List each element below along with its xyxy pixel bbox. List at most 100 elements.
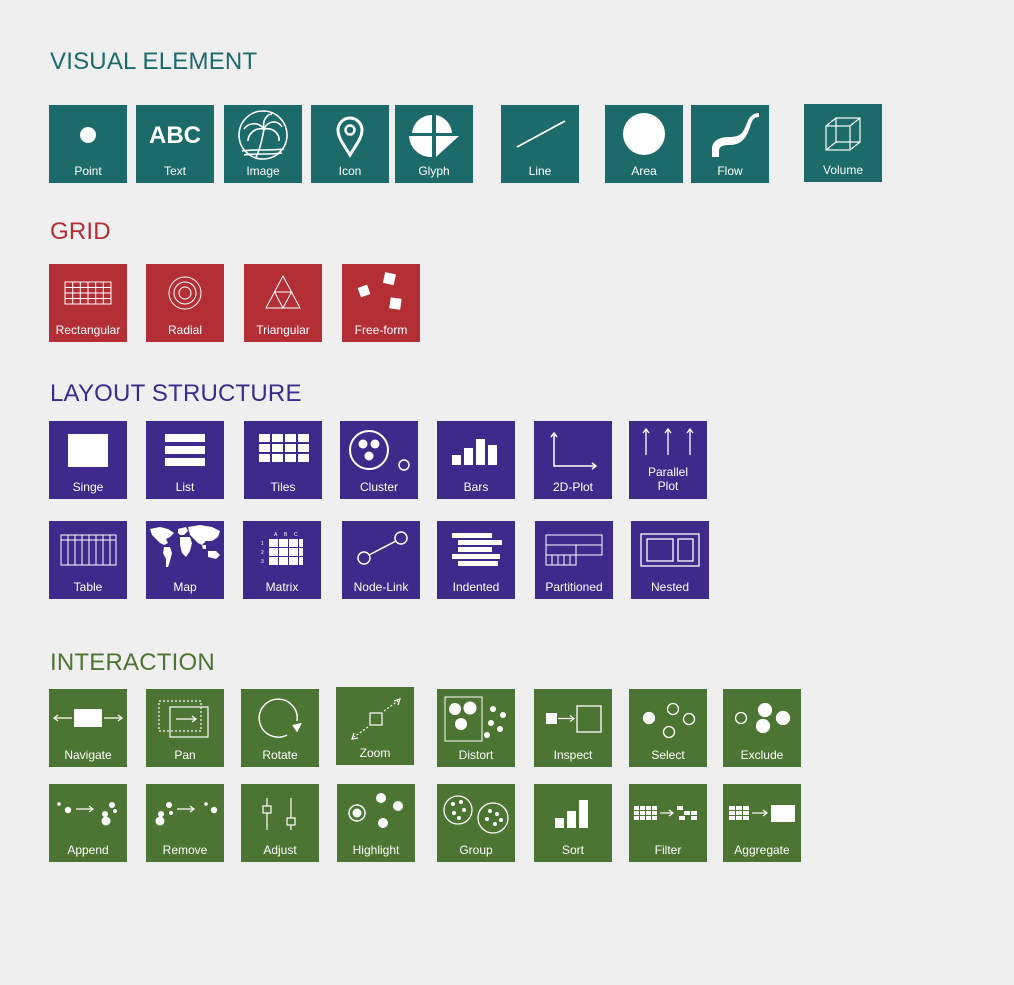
tile-label: Sort: [561, 843, 584, 857]
tile-pan[interactable]: Pan: [146, 689, 224, 767]
area-circle-icon: [623, 113, 665, 155]
tile-volume[interactable]: Volume: [804, 104, 882, 182]
tile-select[interactable]: Select: [629, 689, 707, 767]
tile-label: Flow: [717, 164, 743, 178]
tile-label: Glyph: [418, 164, 450, 178]
matrix-col-b: B: [284, 532, 288, 538]
tile-label: Highlight: [352, 843, 400, 857]
rect-grid-icon: [64, 281, 112, 305]
matrix-col-c: C: [294, 532, 298, 538]
tile-label: Cluster: [359, 480, 398, 494]
tile-bars[interactable]: Bars: [437, 421, 515, 499]
tile-label: Bars: [463, 480, 489, 494]
remove-icon: [155, 802, 218, 826]
tile-rotate[interactable]: Rotate: [241, 689, 319, 767]
tile-flow[interactable]: Flow: [691, 105, 769, 183]
tile-image[interactable]: Image: [224, 105, 302, 183]
node-link-icon: [357, 531, 408, 565]
tile-cluster[interactable]: Cluster: [340, 421, 418, 499]
tile-label: Image: [246, 164, 280, 178]
group-icon: [443, 795, 509, 834]
section-title-grid: GRID: [50, 218, 111, 245]
tile-append[interactable]: Append: [49, 784, 127, 862]
tile-label: Adjust: [263, 843, 297, 857]
tile-rectangular[interactable]: Rectangular: [49, 264, 127, 342]
tile-group[interactable]: Group: [437, 784, 515, 862]
tile-remove[interactable]: Remove: [146, 784, 224, 862]
tile-table[interactable]: Table: [49, 521, 127, 599]
select-icon: [642, 702, 696, 739]
tile-line[interactable]: Line: [501, 105, 579, 183]
cluster-icon: [349, 430, 410, 471]
pan-icon: [158, 700, 209, 738]
tile-distort[interactable]: Distort: [437, 689, 515, 767]
tile-adjust[interactable]: Adjust: [241, 784, 319, 862]
tile-glyph[interactable]: Glyph: [395, 105, 473, 183]
tile-free-form[interactable]: Free-form: [342, 264, 420, 342]
tile-partitioned[interactable]: Partitioned: [535, 521, 613, 599]
tile-parallel-plot[interactable]: Parallel Plot: [629, 421, 707, 499]
section-title-interaction: INTERACTION: [50, 649, 215, 676]
radial-grid-icon: [168, 276, 202, 310]
tile-singe[interactable]: Singe: [49, 421, 127, 499]
matrix-row-1: 1: [261, 541, 264, 547]
tile-triangular[interactable]: Triangular: [244, 264, 322, 342]
tile-label: Line: [528, 164, 552, 178]
line-icon: [516, 120, 566, 148]
single-rect-icon: [68, 434, 108, 467]
triangular-grid-icon: [265, 274, 301, 310]
tile-label: Filter: [654, 843, 682, 857]
tile-exclude[interactable]: Exclude: [723, 689, 801, 767]
tile-label: Icon: [338, 164, 362, 178]
tile-label: Aggregate: [734, 843, 790, 857]
filter-icon: [634, 806, 697, 820]
tile-2d-plot[interactable]: 2D-Plot: [534, 421, 612, 499]
partitioned-icon: [545, 534, 603, 566]
distort-icon: [444, 696, 506, 742]
tile-label: Table: [73, 580, 103, 594]
tile-icon[interactable]: Icon: [311, 105, 389, 183]
tile-label: Inspect: [553, 748, 593, 762]
tile-node-link[interactable]: Node-Link: [342, 521, 420, 599]
tile-nested[interactable]: Nested: [631, 521, 709, 599]
tile-map[interactable]: Map: [146, 521, 224, 599]
tile-area[interactable]: Area: [605, 105, 683, 183]
list-icon: [165, 434, 205, 466]
tile-label: Radial: [167, 323, 203, 337]
tile-label: Area: [631, 164, 657, 178]
tile-label: Group: [459, 843, 493, 857]
tile-text[interactable]: ABC Text: [136, 105, 214, 183]
tile-label: Point: [74, 164, 102, 178]
tile-label: Pan: [174, 748, 196, 762]
tile-list[interactable]: List: [146, 421, 224, 499]
tile-highlight[interactable]: Highlight: [337, 784, 415, 862]
world-map-icon: [150, 525, 220, 567]
nested-icon: [640, 533, 700, 567]
tile-inspect[interactable]: Inspect: [534, 689, 612, 767]
highlight-icon: [348, 793, 403, 828]
section-title-visual-element: VISUAL ELEMENT: [50, 48, 258, 75]
tile-sort[interactable]: Sort: [534, 784, 612, 862]
tile-label: Navigate: [64, 748, 112, 762]
tile-navigate[interactable]: Navigate: [49, 689, 127, 767]
navigate-icon: [53, 709, 123, 727]
tile-point[interactable]: Point: [49, 105, 127, 183]
matrix-row-2: 2: [261, 550, 264, 556]
table-icon: [60, 534, 117, 566]
tile-label: Map: [173, 580, 197, 594]
tile-radial[interactable]: Radial: [146, 264, 224, 342]
tile-indented[interactable]: Indented: [437, 521, 515, 599]
tile-label: Volume: [822, 163, 864, 177]
tile-matrix[interactable]: A B C 1 2 3 Matrix: [243, 521, 321, 599]
tile-filter[interactable]: Filter: [629, 784, 707, 862]
aggregate-icon: [729, 805, 795, 822]
tile-label: Tiles: [270, 480, 296, 494]
tile-label: Triangular: [256, 323, 310, 337]
tile-zoom[interactable]: Zoom: [336, 687, 414, 765]
tile-tiles[interactable]: Tiles: [244, 421, 322, 499]
matrix-icon: A B C 1 2 3: [261, 532, 303, 565]
tile-label: Indented: [452, 580, 500, 594]
tile-aggregate[interactable]: Aggregate: [723, 784, 801, 862]
adjust-slider-icon: [262, 798, 296, 830]
tile-label: Matrix: [265, 580, 299, 594]
